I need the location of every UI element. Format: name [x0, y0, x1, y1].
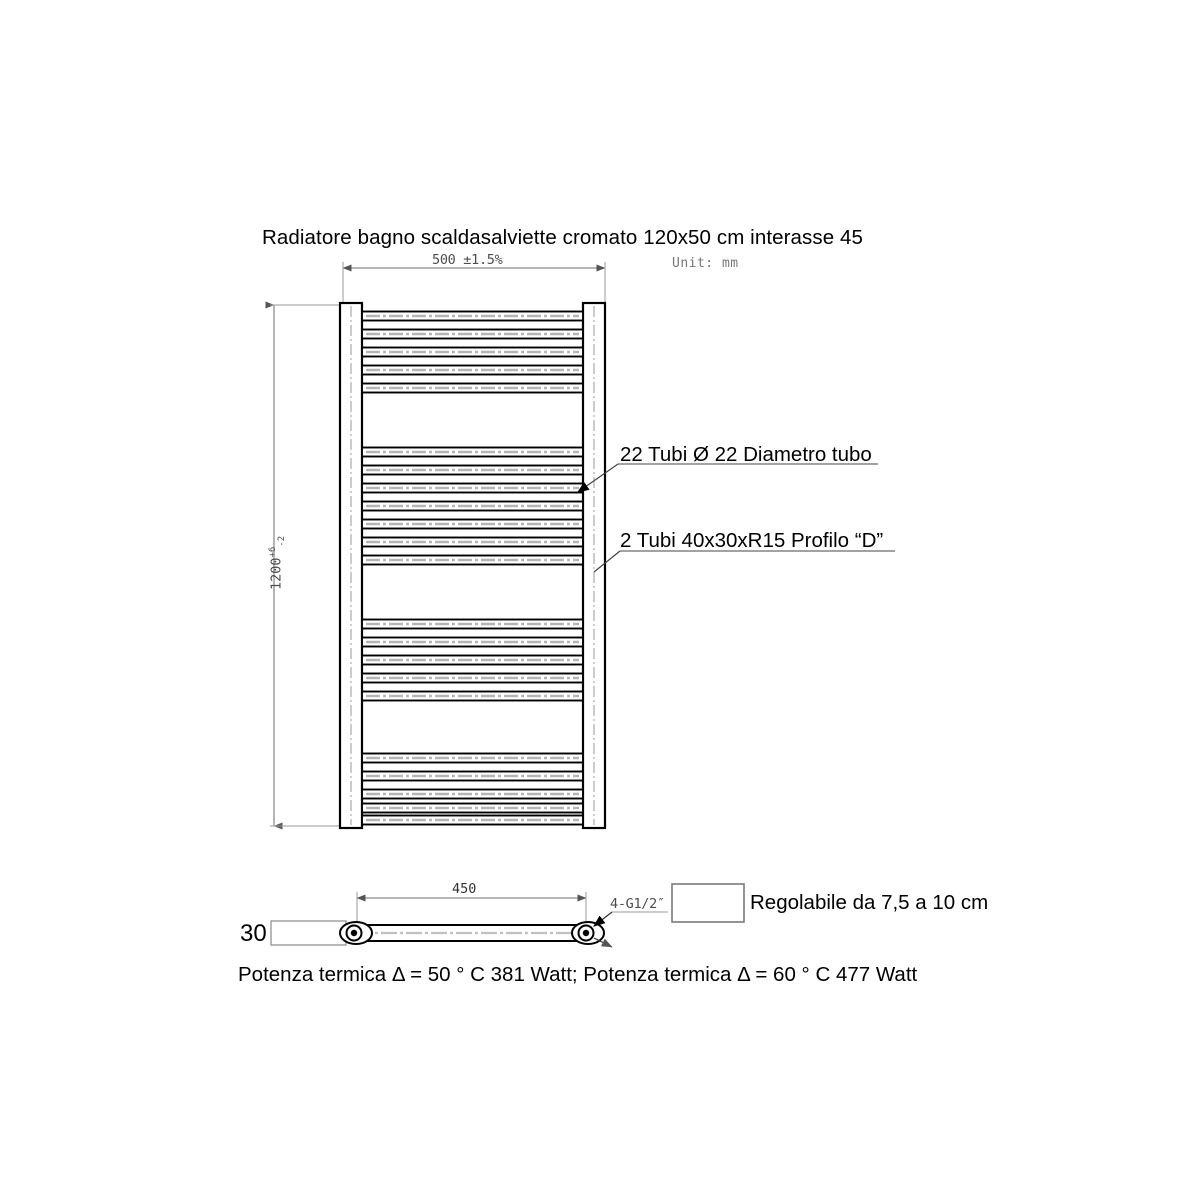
tube-row	[361, 328, 584, 340]
left-vertical-rail	[338, 301, 364, 830]
tube-row	[361, 636, 584, 648]
connection-leader-lower	[593, 937, 613, 948]
tube-row	[361, 770, 584, 782]
height-tolerance-upper: +6	[268, 546, 278, 558]
tube-row	[361, 518, 584, 530]
right-fitting-center	[582, 929, 590, 937]
callout-leaders	[577, 463, 895, 573]
tube-group-lower-middle	[361, 618, 584, 702]
depth-extension-box	[270, 920, 347, 946]
tube-row	[361, 482, 584, 494]
tube-group-upper-middle	[361, 446, 584, 566]
callout-tube-diameter-label: 22 Tubi Ø 22 Diametro tubo	[620, 443, 872, 466]
tube-row	[361, 364, 584, 376]
tube-row	[361, 654, 584, 666]
page-title: Radiatore bagno scaldasalviette cromato …	[262, 226, 864, 249]
height-dimension-label: 1200+6-2	[268, 536, 287, 590]
leader-line-tube-diameter	[577, 463, 619, 493]
radiator-front-view	[338, 301, 607, 830]
height-tolerance-lower: -2	[277, 535, 288, 547]
unit-note: Unit: mm	[672, 256, 739, 271]
leader-line-profile	[593, 550, 621, 573]
tube-row	[361, 788, 584, 800]
tube-row	[361, 672, 584, 684]
tube-row	[361, 618, 584, 630]
height-dimension-value: 1200	[268, 557, 285, 590]
tube-row	[361, 500, 584, 512]
depth-label: 30	[240, 920, 267, 947]
tube-row	[361, 536, 584, 548]
adjustable-bracket-box	[671, 883, 745, 923]
callout-profile-label: 2 Tubi 40x30xR15 Profilo “D”	[620, 529, 884, 552]
tube-row	[361, 814, 584, 826]
connection-label: 4-G1/2″	[610, 896, 665, 912]
connection-leader-upper	[593, 911, 613, 927]
center-distance-label: 450	[452, 881, 477, 897]
tube-row	[361, 346, 584, 358]
tube-row	[361, 802, 584, 814]
width-dimension-label: 500 ±1.5%	[432, 252, 503, 268]
tube-row	[361, 554, 584, 566]
width-dimension-group	[342, 262, 606, 308]
tube-row	[361, 382, 584, 394]
tube-group-bottom	[361, 752, 584, 826]
radiator-side-view	[270, 883, 745, 948]
adjustable-note: Regolabile da 7,5 a 10 cm	[750, 891, 989, 914]
tube-row	[361, 464, 584, 476]
tube-row	[361, 752, 584, 764]
tube-row	[361, 690, 584, 702]
right-vertical-rail	[581, 301, 607, 830]
tube-row	[361, 446, 584, 458]
thermal-output-note: Potenza termica Δ = 50 ° C 381 Watt; Pot…	[238, 963, 918, 986]
tube-row	[361, 310, 584, 322]
height-dimension-group	[265, 301, 345, 830]
tube-group-top	[361, 310, 584, 394]
left-fitting-center	[350, 929, 358, 937]
